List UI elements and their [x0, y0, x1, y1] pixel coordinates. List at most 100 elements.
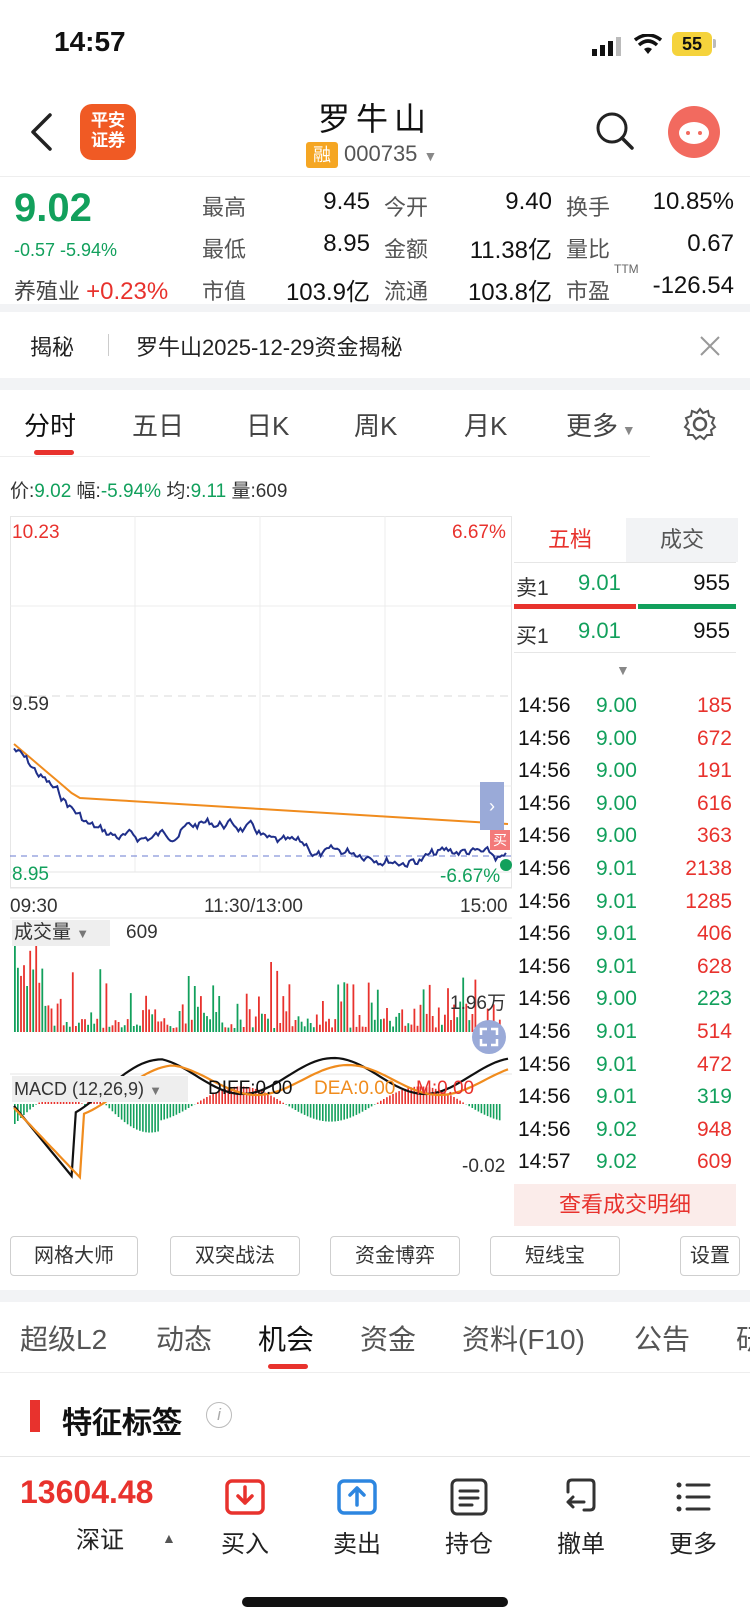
macd-dea-line	[13, 1063, 509, 1180]
macd-bar	[495, 1104, 498, 1120]
info-icon[interactable]: i	[206, 1402, 232, 1428]
tab-intraday[interactable]: 分时	[24, 411, 77, 441]
macd-diff: DIFF:0.00	[208, 1078, 293, 1099]
tab-funds[interactable]: 资金	[360, 1324, 417, 1355]
macd-bar	[401, 1089, 403, 1104]
macd-bar	[285, 1104, 287, 1105]
macd-bar	[337, 1104, 339, 1121]
settings-gear-icon[interactable]	[682, 406, 718, 442]
more-menu-icon[interactable]	[672, 1476, 714, 1518]
buy-icon[interactable]	[224, 1476, 266, 1518]
positions-icon[interactable]	[448, 1476, 490, 1518]
macd-bar	[123, 1104, 126, 1123]
tool-short-line[interactable]: 短线宝	[490, 1236, 620, 1276]
macd-indicator-select[interactable]: MACD (12,26,9) ▼	[12, 1076, 188, 1102]
volume-indicator-select[interactable]: 成交量 ▼	[12, 920, 110, 946]
tab-trades[interactable]: 成交	[626, 518, 738, 562]
macd-bar	[178, 1104, 181, 1114]
search-icon[interactable]	[594, 110, 636, 152]
tab-five-levels[interactable]: 五档	[514, 518, 626, 562]
tool-fund-game[interactable]: 资金博弈	[330, 1236, 460, 1276]
volume-bar	[288, 984, 291, 1032]
macd-bar	[288, 1104, 291, 1107]
tool-double-break[interactable]: 双突战法	[170, 1236, 300, 1276]
tab-research-clipped[interactable]: 研	[736, 1318, 750, 1358]
volume-bar	[416, 1025, 419, 1032]
macd-bar	[203, 1098, 205, 1104]
tab-monthly-k[interactable]: 月K	[464, 411, 508, 441]
expand-chevron-down-icon[interactable]: ▼	[616, 662, 630, 678]
macd-bar	[373, 1104, 376, 1105]
tick-volume: 628	[696, 954, 732, 978]
sell-icon[interactable]	[336, 1476, 378, 1518]
tab-weekly-k[interactable]: 周K	[354, 411, 398, 441]
tool-settings[interactable]: 设置	[680, 1236, 740, 1276]
close-icon[interactable]	[698, 334, 722, 358]
macd-bar	[132, 1104, 135, 1129]
low-label: 最低	[202, 237, 247, 262]
volume-bar	[248, 1009, 251, 1032]
tab-opportunity[interactable]: 机会	[258, 1324, 315, 1355]
volume-bar	[236, 1003, 239, 1032]
macd-bar	[251, 1088, 254, 1104]
nav-more[interactable]: 更多	[669, 1531, 717, 1558]
nav-cancel-order[interactable]: 撤单	[557, 1531, 605, 1558]
fullscreen-button[interactable]	[472, 1020, 506, 1054]
view-trade-detail-button[interactable]: 查看成交明细	[514, 1184, 736, 1226]
nav-sell[interactable]: 卖出	[333, 1531, 381, 1558]
volume-bar	[303, 1026, 306, 1032]
volume-bar	[261, 1013, 263, 1032]
tool-grid-master[interactable]: 网格大师	[10, 1236, 138, 1276]
cancel-order-icon[interactable]	[560, 1476, 602, 1518]
volume-bar	[453, 1004, 455, 1032]
macd-bar	[294, 1104, 297, 1110]
pe-value: -126.54	[652, 272, 734, 299]
macd-bar	[14, 1104, 16, 1124]
tab-daily-k[interactable]: 日K	[246, 411, 290, 441]
volume-bar	[462, 977, 465, 1032]
volume-bar	[254, 1016, 257, 1032]
tab-news[interactable]: 动态	[156, 1324, 213, 1355]
industry-change[interactable]: 养殖业 +0.23%	[14, 278, 169, 305]
buy-marker[interactable]: 买	[490, 830, 510, 850]
tab-f10[interactable]: 资料(F10)	[462, 1324, 585, 1355]
tabs-divider	[0, 456, 650, 457]
sell1-volume: 955	[693, 570, 730, 595]
macd-bar	[120, 1104, 123, 1120]
intraday-chart[interactable]	[10, 516, 512, 1226]
index-caret-up-icon[interactable]: ▲	[162, 1530, 176, 1546]
macd-bar	[279, 1100, 281, 1104]
volume-bar	[65, 1022, 68, 1032]
volume-bar	[184, 1023, 187, 1032]
macd-bar	[108, 1104, 111, 1109]
volume-bar	[334, 1019, 337, 1032]
tab-announcements[interactable]: 公告	[634, 1324, 691, 1355]
macd-bar	[239, 1086, 242, 1104]
volume-bar	[270, 962, 272, 1032]
tab-more[interactable]: 更多 ▼	[566, 411, 636, 441]
last-price-dot	[500, 859, 512, 871]
back-icon[interactable]	[28, 112, 54, 152]
expand-orderbook-handle[interactable]: ›	[480, 782, 504, 830]
amount-label: 金额	[384, 237, 429, 262]
index-name[interactable]: 深证	[76, 1527, 124, 1554]
volume-bar	[474, 979, 477, 1032]
macd-bar	[300, 1104, 303, 1114]
nav-positions[interactable]: 持仓	[445, 1531, 493, 1558]
tab-five-day[interactable]: 五日	[132, 411, 185, 441]
assistant-avatar[interactable]	[668, 106, 720, 158]
macd-bar	[309, 1104, 312, 1118]
macd-bar	[282, 1102, 284, 1104]
volume-bar	[492, 1004, 495, 1032]
macd-bar	[35, 1104, 37, 1105]
index-value[interactable]: 13604.48	[20, 1474, 154, 1510]
volume-bar	[129, 993, 132, 1032]
macd-bar	[398, 1091, 400, 1104]
nav-buy[interactable]: 买入	[221, 1531, 269, 1558]
volume-bar	[26, 986, 28, 1032]
tab-super-l2[interactable]: 超级L2	[20, 1324, 108, 1355]
tick-time: 14:56	[518, 987, 571, 1011]
volume-bar	[358, 1015, 361, 1032]
reveal-link[interactable]: 罗牛山2025-12-29资金揭秘	[136, 335, 403, 360]
stock-code[interactable]: 000735 ▼	[344, 141, 438, 166]
